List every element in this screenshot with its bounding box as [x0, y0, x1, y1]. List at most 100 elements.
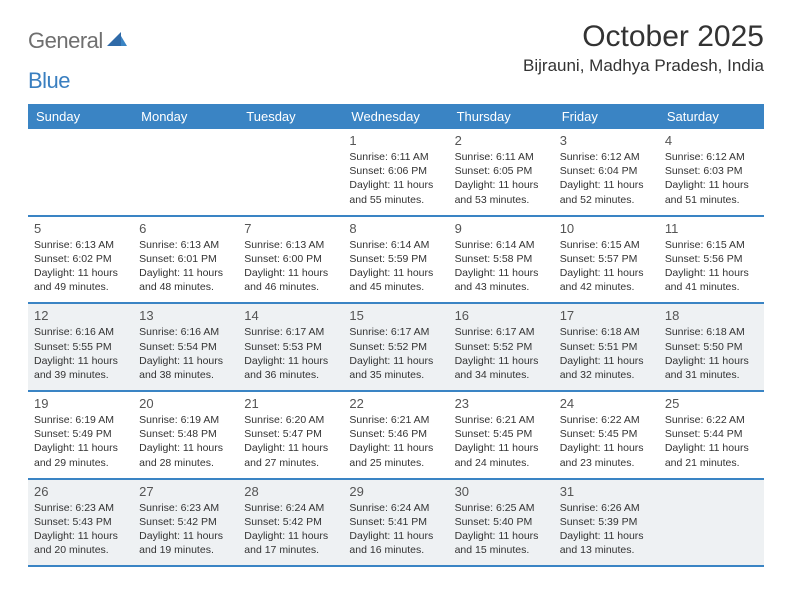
day-details: Sunrise: 6:22 AMSunset: 5:44 PMDaylight:…	[665, 413, 758, 470]
day-header-cell: Sunday	[28, 104, 133, 129]
day-header-cell: Saturday	[659, 104, 764, 129]
day-number: 4	[665, 133, 758, 148]
day-number: 31	[560, 484, 653, 499]
day-number: 10	[560, 221, 653, 236]
day-cell: 27 Sunrise: 6:23 AMSunset: 5:42 PMDayligh…	[133, 480, 238, 566]
day-number: 27	[139, 484, 232, 499]
day-number: 24	[560, 396, 653, 411]
day-cell: 10 Sunrise: 6:15 AMSunset: 5:57 PMDayligh…	[554, 217, 659, 303]
logo-text-blue: Blue	[28, 68, 70, 94]
day-number: 26	[34, 484, 127, 499]
day-cell	[28, 129, 133, 215]
day-details: Sunrise: 6:11 AMSunset: 6:06 PMDaylight:…	[349, 150, 442, 207]
day-details: Sunrise: 6:13 AMSunset: 6:02 PMDaylight:…	[34, 238, 127, 295]
day-number: 3	[560, 133, 653, 148]
week-row: 1 Sunrise: 6:11 AMSunset: 6:06 PMDaylight…	[28, 129, 764, 217]
day-number: 2	[455, 133, 548, 148]
day-details: Sunrise: 6:20 AMSunset: 5:47 PMDaylight:…	[244, 413, 337, 470]
day-details: Sunrise: 6:17 AMSunset: 5:53 PMDaylight:…	[244, 325, 337, 382]
day-details: Sunrise: 6:12 AMSunset: 6:03 PMDaylight:…	[665, 150, 758, 207]
day-cell: 30 Sunrise: 6:25 AMSunset: 5:40 PMDayligh…	[449, 480, 554, 566]
day-cell: 28 Sunrise: 6:24 AMSunset: 5:42 PMDayligh…	[238, 480, 343, 566]
day-cell: 9 Sunrise: 6:14 AMSunset: 5:58 PMDaylight…	[449, 217, 554, 303]
day-cell: 20 Sunrise: 6:19 AMSunset: 5:48 PMDayligh…	[133, 392, 238, 478]
day-header-cell: Monday	[133, 104, 238, 129]
week-row: 5 Sunrise: 6:13 AMSunset: 6:02 PMDaylight…	[28, 217, 764, 305]
day-cell: 16Sunrise: 6:17 AMSunset: 5:52 PMDayligh…	[449, 304, 554, 390]
day-number: 18	[665, 308, 758, 323]
day-header-row: SundayMondayTuesdayWednesdayThursdayFrid…	[28, 104, 764, 129]
day-cell: 7Sunrise: 6:13 AMSunset: 6:00 PMDaylight…	[238, 217, 343, 303]
day-number: 12	[34, 308, 127, 323]
day-cell: 3 Sunrise: 6:12 AMSunset: 6:04 PMDaylight…	[554, 129, 659, 215]
day-cell: 2Sunrise: 6:11 AMSunset: 6:05 PMDaylight…	[449, 129, 554, 215]
day-details: Sunrise: 6:15 AMSunset: 5:56 PMDaylight:…	[665, 238, 758, 295]
day-cell: 23 Sunrise: 6:21 AMSunset: 5:45 PMDayligh…	[449, 392, 554, 478]
day-number: 5	[34, 221, 127, 236]
day-details: Sunrise: 6:24 AMSunset: 5:41 PMDaylight:…	[349, 501, 442, 558]
day-details: Sunrise: 6:23 AMSunset: 5:42 PMDaylight:…	[139, 501, 232, 558]
day-details: Sunrise: 6:26 AMSunset: 5:39 PMDaylight:…	[560, 501, 653, 558]
logo-sail-icon	[107, 30, 127, 53]
day-details: Sunrise: 6:12 AMSunset: 6:04 PMDaylight:…	[560, 150, 653, 207]
day-number: 25	[665, 396, 758, 411]
day-number: 8	[349, 221, 442, 236]
day-details: Sunrise: 6:22 AMSunset: 5:45 PMDaylight:…	[560, 413, 653, 470]
day-cell: 22Sunrise: 6:21 AMSunset: 5:46 PMDayligh…	[343, 392, 448, 478]
day-cell: 6 Sunrise: 6:13 AMSunset: 6:01 PMDaylight…	[133, 217, 238, 303]
month-title: October 2025	[523, 20, 764, 54]
day-cell: 13Sunrise: 6:16 AMSunset: 5:54 PMDayligh…	[133, 304, 238, 390]
day-number: 6	[139, 221, 232, 236]
day-details: Sunrise: 6:14 AMSunset: 5:58 PMDaylight:…	[455, 238, 548, 295]
day-number: 14	[244, 308, 337, 323]
day-cell: 26 Sunrise: 6:23 AMSunset: 5:43 PMDayligh…	[28, 480, 133, 566]
day-cell: 12 Sunrise: 6:16 AMSunset: 5:55 PMDayligh…	[28, 304, 133, 390]
day-cell	[133, 129, 238, 215]
day-details: Sunrise: 6:18 AMSunset: 5:50 PMDaylight:…	[665, 325, 758, 382]
logo: General	[28, 20, 129, 54]
location-text: Bijrauni, Madhya Pradesh, India	[523, 56, 764, 76]
day-cell: 4 Sunrise: 6:12 AMSunset: 6:03 PMDaylight…	[659, 129, 764, 215]
day-details: Sunrise: 6:13 AMSunset: 6:01 PMDaylight:…	[139, 238, 232, 295]
day-number: 15	[349, 308, 442, 323]
day-details: Sunrise: 6:25 AMSunset: 5:40 PMDaylight:…	[455, 501, 548, 558]
day-cell: 1 Sunrise: 6:11 AMSunset: 6:06 PMDaylight…	[343, 129, 448, 215]
day-number: 21	[244, 396, 337, 411]
day-number: 1	[349, 133, 442, 148]
day-details: Sunrise: 6:19 AMSunset: 5:49 PMDaylight:…	[34, 413, 127, 470]
day-cell	[659, 480, 764, 566]
week-row: 26 Sunrise: 6:23 AMSunset: 5:43 PMDayligh…	[28, 480, 764, 568]
day-number: 20	[139, 396, 232, 411]
day-details: Sunrise: 6:16 AMSunset: 5:55 PMDaylight:…	[34, 325, 127, 382]
day-cell: 24 Sunrise: 6:22 AMSunset: 5:45 PMDayligh…	[554, 392, 659, 478]
day-details: Sunrise: 6:21 AMSunset: 5:45 PMDaylight:…	[455, 413, 548, 470]
day-cell: 11Sunrise: 6:15 AMSunset: 5:56 PMDayligh…	[659, 217, 764, 303]
day-header-cell: Wednesday	[343, 104, 448, 129]
day-header-cell: Tuesday	[238, 104, 343, 129]
day-details: Sunrise: 6:19 AMSunset: 5:48 PMDaylight:…	[139, 413, 232, 470]
day-cell	[238, 129, 343, 215]
day-cell: 25 Sunrise: 6:22 AMSunset: 5:44 PMDayligh…	[659, 392, 764, 478]
logo-text-general: General	[28, 28, 103, 54]
day-number: 9	[455, 221, 548, 236]
day-number: 23	[455, 396, 548, 411]
day-cell: 19 Sunrise: 6:19 AMSunset: 5:49 PMDayligh…	[28, 392, 133, 478]
day-details: Sunrise: 6:17 AMSunset: 5:52 PMDaylight:…	[455, 325, 548, 382]
day-details: Sunrise: 6:21 AMSunset: 5:46 PMDaylight:…	[349, 413, 442, 470]
day-details: Sunrise: 6:23 AMSunset: 5:43 PMDaylight:…	[34, 501, 127, 558]
week-row: 12 Sunrise: 6:16 AMSunset: 5:55 PMDayligh…	[28, 304, 764, 392]
day-details: Sunrise: 6:13 AMSunset: 6:00 PMDaylight:…	[244, 238, 337, 295]
day-cell: 18 Sunrise: 6:18 AMSunset: 5:50 PMDayligh…	[659, 304, 764, 390]
day-header-cell: Friday	[554, 104, 659, 129]
day-number: 13	[139, 308, 232, 323]
day-cell: 5 Sunrise: 6:13 AMSunset: 6:02 PMDaylight…	[28, 217, 133, 303]
day-number: 17	[560, 308, 653, 323]
day-number: 29	[349, 484, 442, 499]
day-details: Sunrise: 6:18 AMSunset: 5:51 PMDaylight:…	[560, 325, 653, 382]
day-details: Sunrise: 6:17 AMSunset: 5:52 PMDaylight:…	[349, 325, 442, 382]
day-number: 28	[244, 484, 337, 499]
day-details: Sunrise: 6:24 AMSunset: 5:42 PMDaylight:…	[244, 501, 337, 558]
day-number: 19	[34, 396, 127, 411]
day-number: 30	[455, 484, 548, 499]
day-details: Sunrise: 6:15 AMSunset: 5:57 PMDaylight:…	[560, 238, 653, 295]
